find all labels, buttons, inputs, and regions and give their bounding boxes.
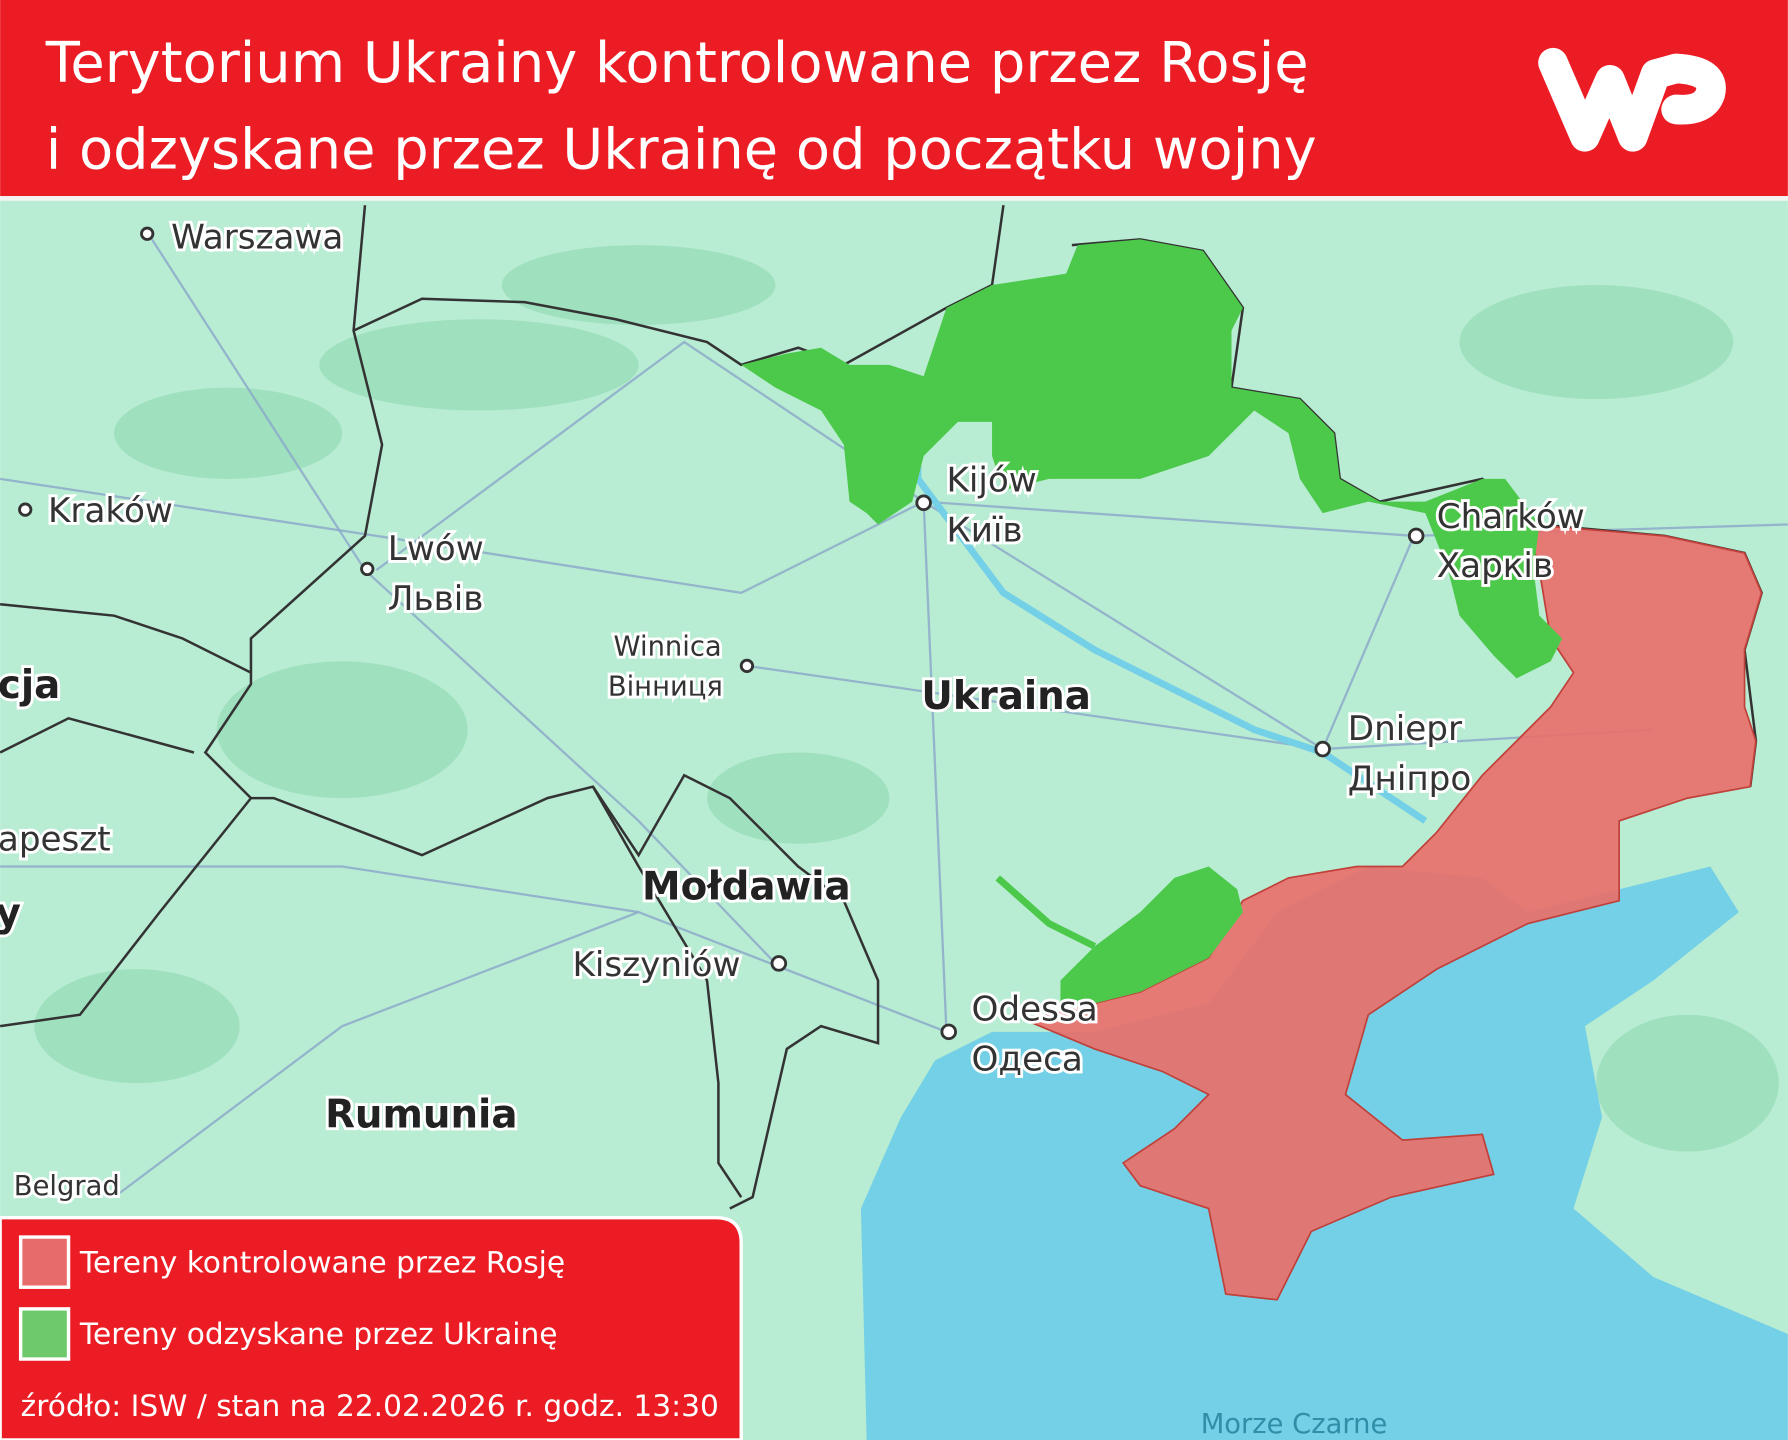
header-background [0,0,1788,197]
sea-label: Morze Czarne [1201,1409,1388,1440]
city-dot-warszawa [140,226,155,241]
city-dot-lwow [360,561,375,577]
river-dnieper [914,387,1428,824]
legend-swatch-ukraine [18,1307,71,1361]
city-label-local: Харків [1437,546,1553,586]
city-label: apeszt [0,820,111,860]
city-label-local: Вінниця [608,671,723,702]
city-markers [18,226,1425,1041]
header-divider [0,196,1788,201]
city-label-local: Дніпро [1348,759,1472,799]
wp-logo [1538,47,1726,152]
city-dot-krakow [18,502,33,517]
ukraine-regained-kherson-strip [995,875,1097,950]
header: Terytorium Ukrainy kontrolowane przez Ro… [0,0,1788,201]
city-label: Kiszyniów [572,945,740,985]
city-label: Kijów [946,460,1036,500]
ukraine-regained-north [741,239,1563,679]
country-label: cja [0,663,60,708]
city-label: Kraków [48,491,173,531]
labels: Warszawa Kraków Lwów Львів Winnica Вінни… [0,215,1588,1440]
city-label-local: Одеса [972,1040,1083,1080]
title-line-2: i odzyskane przez Ukrainę od początku wo… [46,118,1317,183]
city-label: Dniepr [1348,709,1463,749]
city-dot-winnica [739,658,755,673]
russian-controlled-territory [1023,523,1763,1301]
source-note: źródło: ISW / stan na 22.02.2026 r. godz… [21,1388,719,1423]
city-dot-kijow [915,494,932,512]
country-label: Mołdawia [642,865,851,910]
city-label: Charków [1437,497,1585,537]
city-label: Odessa [972,989,1098,1029]
country-label: y [0,891,21,936]
city-dot-odessa [940,1023,957,1041]
city-dot-dniepr [1314,740,1331,758]
legend-swatch-russia [18,1235,71,1289]
country-label: Rumunia [325,1093,517,1138]
legend-background [0,1215,743,1440]
ukraine-regained-kherson [1060,866,1243,1004]
city-label: Belgrad [14,1171,120,1202]
city-dot-kiszyniow [770,955,788,972]
city-dot-charkow [1407,527,1425,545]
city-label: Winnica [614,632,722,663]
city-label-local: Львів [388,579,484,619]
country-label: Ukraina [921,674,1091,719]
legend-label-russia: Tereny kontrolowane przez Rosję [79,1244,565,1279]
city-label: Warszawa [171,218,343,258]
roads [0,233,1788,1199]
city-label: Lwów [388,529,484,569]
legend: Tereny kontrolowane przez Rosję Tereny o… [0,1215,743,1440]
title-line-1: Terytorium Ukrainy kontrolowane przez Ro… [45,31,1309,96]
legend-label-ukraine: Tereny odzyskane przez Ukrainę [79,1316,558,1351]
city-label-local: Київ [946,511,1022,551]
